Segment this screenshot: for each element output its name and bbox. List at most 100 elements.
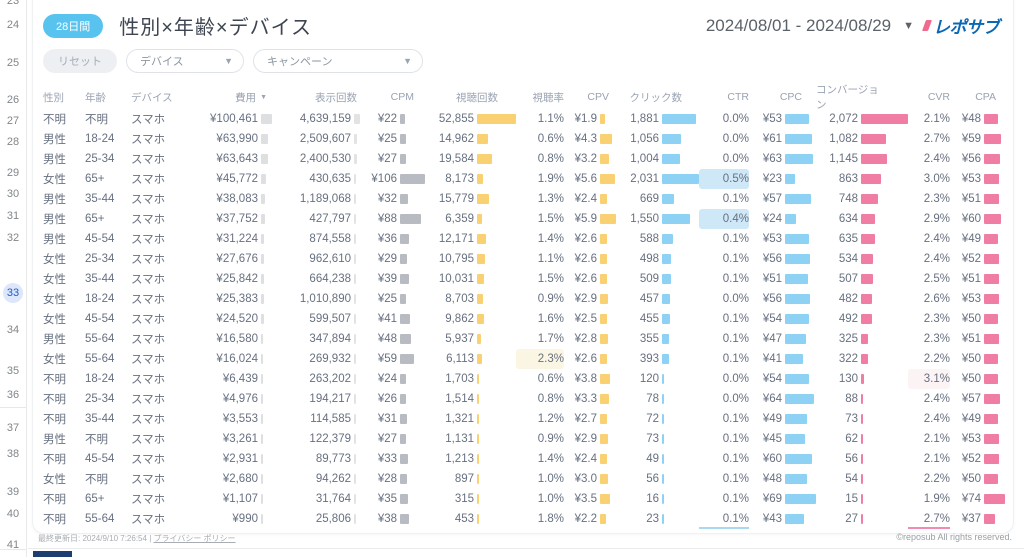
cost-bar <box>261 394 263 404</box>
filmstrip-page-37[interactable]: 37 <box>6 422 20 434</box>
filmstrip-page-25[interactable]: 25 <box>6 57 20 69</box>
cell-age: 65+ <box>83 169 129 189</box>
column-header-device[interactable]: デバイス <box>131 91 173 104</box>
cell-ctr: 0.1% <box>699 189 749 209</box>
view_rate-value: 0.9% <box>537 433 564 445</box>
cpm-value: ¥24 <box>377 373 397 385</box>
filmstrip-page-32[interactable]: 32 <box>6 232 20 244</box>
cost-bar <box>261 194 266 204</box>
filmstrip-page-41[interactable]: 41 <box>6 539 20 551</box>
cvr-value: 2.1% <box>923 113 950 125</box>
impressions-bar <box>354 254 356 264</box>
cost-value: ¥2,680 <box>222 473 258 485</box>
device-value: スマホ <box>131 314 166 326</box>
reset-button[interactable]: リセット <box>43 49 117 73</box>
cpa-value: ¥53 <box>961 293 981 305</box>
cell-views: 897 <box>425 469 516 489</box>
conversions-bar-area <box>861 254 908 264</box>
device-filter-select[interactable]: デバイス ▼ <box>126 49 244 73</box>
column-header-conversions[interactable]: コンバージョン <box>816 84 879 111</box>
filmstrip-page-23[interactable]: 23 <box>6 0 20 7</box>
filmstrip-page-24[interactable]: 24 <box>6 19 20 31</box>
filmstrip-page-38[interactable]: 38 <box>6 448 20 460</box>
age-value: 35-44 <box>85 413 115 425</box>
cell-cpm: ¥22 <box>360 109 425 129</box>
filmstrip-page-30[interactable]: 30 <box>6 188 20 200</box>
column-header-impressions[interactable]: 表示回数 <box>315 91 357 104</box>
cpm-value: ¥27 <box>377 433 397 445</box>
column-header-cpm[interactable]: CPM <box>390 91 414 103</box>
column-header-ctr[interactable]: CTR <box>727 91 749 103</box>
date-range-selector[interactable]: 2024/08/01 - 2024/08/29 <box>705 15 892 35</box>
column-header-views[interactable]: 視聴回数 <box>456 91 498 104</box>
cell-cpc: ¥41 <box>749 349 816 369</box>
column-header-cpc[interactable]: CPC <box>779 91 802 103</box>
cpm-bar-area <box>400 394 425 404</box>
cell-cvr: 2.1% <box>908 449 950 469</box>
filmstrip-page-34[interactable]: 34 <box>6 324 20 336</box>
impressions-bar <box>354 274 356 284</box>
gender-value: 女性 <box>43 294 66 306</box>
cvr-value: 2.5% <box>923 273 950 285</box>
column-header-gender[interactable]: 性別 <box>43 91 64 104</box>
views-bar <box>477 194 489 204</box>
filmstrip-page-27[interactable]: 27 <box>6 115 20 127</box>
filmstrip-page-39[interactable]: 39 <box>6 486 20 498</box>
filmstrip-page-26[interactable]: 26 <box>6 94 20 106</box>
cell-device: スマホ <box>129 129 187 149</box>
filmstrip-page-33[interactable]: 33 <box>0 283 26 303</box>
cvr-value: 2.6% <box>923 293 950 305</box>
cpv-bar <box>600 154 609 164</box>
clicks-bar-area <box>662 214 699 224</box>
chevron-down-icon[interactable]: ▼ <box>903 19 914 32</box>
filmstrip-page-40[interactable]: 40 <box>6 508 20 520</box>
cell-gender: 不明 <box>41 369 83 389</box>
cell-cpm: ¥25 <box>360 289 425 309</box>
cpa-bar <box>984 494 1005 504</box>
cpa-bar <box>984 374 999 384</box>
column-header-view_rate[interactable]: 視聴率 <box>532 91 565 104</box>
cpa-bar <box>984 274 999 284</box>
cell-cvr: 2.4% <box>908 409 950 429</box>
campaign-filter-select[interactable]: キャンペーン ▼ <box>253 49 423 73</box>
filmstrip-page-31[interactable]: 31 <box>6 210 20 222</box>
column-header-cpa[interactable]: CPA <box>975 91 996 103</box>
impressions-value: 114,585 <box>310 413 351 425</box>
filmstrip-page-36[interactable]: 36 <box>6 389 20 401</box>
gender-value: 女性 <box>43 174 66 186</box>
clicks-bar <box>662 194 675 204</box>
cpv-bar <box>600 234 608 244</box>
filmstrip-page-29[interactable]: 29 <box>6 167 20 179</box>
cell-conversions: 325 <box>816 329 908 349</box>
cost-bar-area <box>261 514 272 524</box>
impressions-value: 269,932 <box>309 353 351 365</box>
privacy-policy-link[interactable]: プライバシー ポリシー <box>153 534 236 543</box>
impressions-bar <box>354 234 356 244</box>
cpc-value: ¥61 <box>762 133 782 145</box>
cpc-bar <box>785 334 807 344</box>
cell-clicks: 2,031 <box>616 169 699 189</box>
view_rate-value: 0.8% <box>537 393 564 405</box>
cpc-value: ¥43 <box>762 513 782 525</box>
column-header-clicks[interactable]: クリック数 <box>629 91 683 104</box>
cell-cpa: ¥53 <box>950 169 1005 189</box>
cpa-bar-area <box>984 194 1005 204</box>
cpc-bar <box>785 274 808 284</box>
report-card: 28日間 性別×年齢×デバイス 2024/08/01 - 2024/08/29 … <box>32 0 1014 534</box>
cell-gender: 男性 <box>41 129 83 149</box>
column-header-cost[interactable]: 費用 ▼ <box>235 91 267 104</box>
cost-bar-area <box>261 254 272 264</box>
column-header-cvr[interactable]: CVR <box>927 91 950 103</box>
cpc-bar-area <box>785 394 816 404</box>
conversions-bar <box>861 194 878 204</box>
cpm-bar <box>400 154 407 164</box>
column-header-cpv[interactable]: CPV <box>587 91 609 103</box>
conversions-bar-area <box>861 434 908 444</box>
filmstrip-page-35[interactable]: 35 <box>6 365 20 377</box>
cost-bar <box>261 114 272 124</box>
cell-cost: ¥6,439 <box>187 369 272 389</box>
cpa-bar-area <box>984 314 1005 324</box>
column-header-age[interactable]: 年齢 <box>85 91 106 104</box>
filmstrip-page-28[interactable]: 28 <box>6 136 20 148</box>
cell-clicks: 669 <box>616 189 699 209</box>
